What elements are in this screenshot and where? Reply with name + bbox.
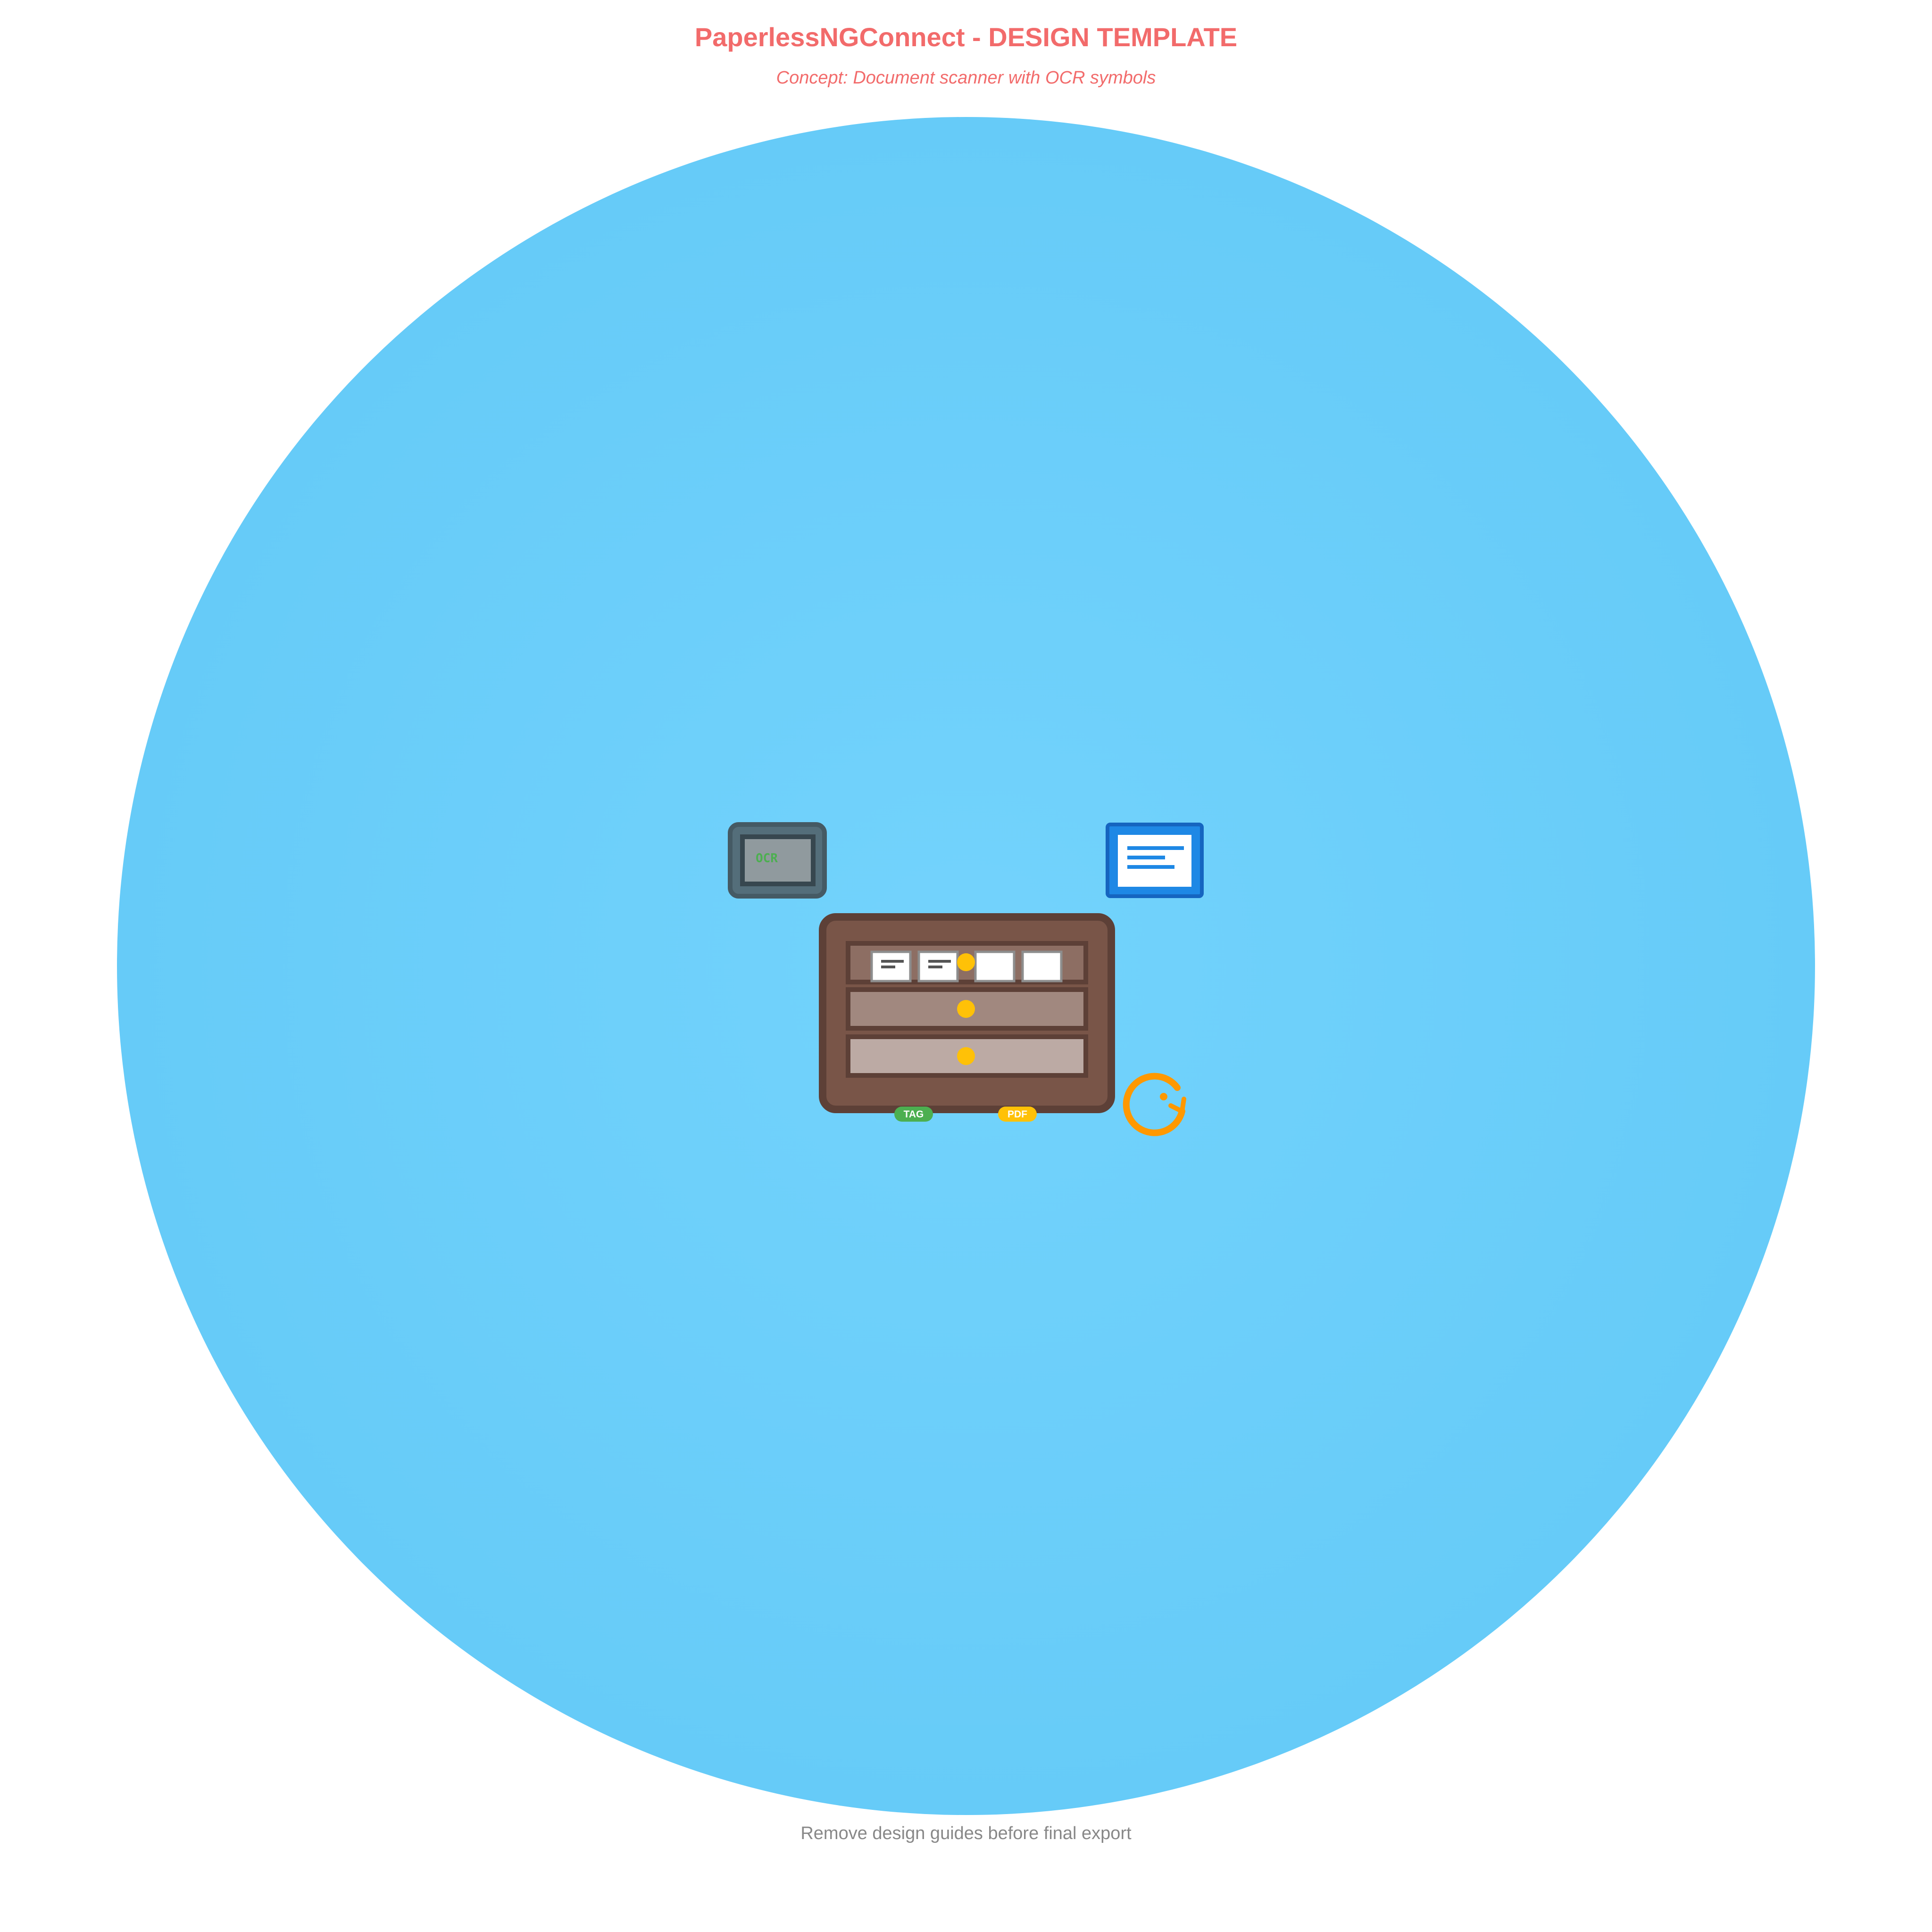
pdf-label: PDF xyxy=(1008,1109,1027,1120)
file-card xyxy=(917,950,959,983)
page-subtitle: Concept: Document scanner with OCR symbo… xyxy=(776,68,1156,88)
drawer-knob xyxy=(957,1000,975,1018)
tag-label: TAG xyxy=(904,1109,924,1120)
drawer-3 xyxy=(846,1034,1088,1078)
file-card xyxy=(1021,950,1063,983)
document-icon xyxy=(1106,823,1204,898)
ocr-scanner-icon: OCR xyxy=(728,822,827,899)
page-title: PaperlessNGConnect - DESIGN TEMPLATE xyxy=(694,22,1238,52)
refresh-icon xyxy=(1123,1073,1186,1136)
pdf-badge: PDF xyxy=(998,1107,1037,1122)
tag-badge: TAG xyxy=(894,1107,933,1122)
footer-note: Remove design guides before final export xyxy=(800,1824,1132,1843)
filing-cabinet-icon xyxy=(819,913,1115,1113)
drawer-knob xyxy=(957,953,975,971)
file-card xyxy=(974,950,1016,983)
ocr-label: OCR xyxy=(756,851,778,866)
drawer-knob xyxy=(957,1047,975,1065)
